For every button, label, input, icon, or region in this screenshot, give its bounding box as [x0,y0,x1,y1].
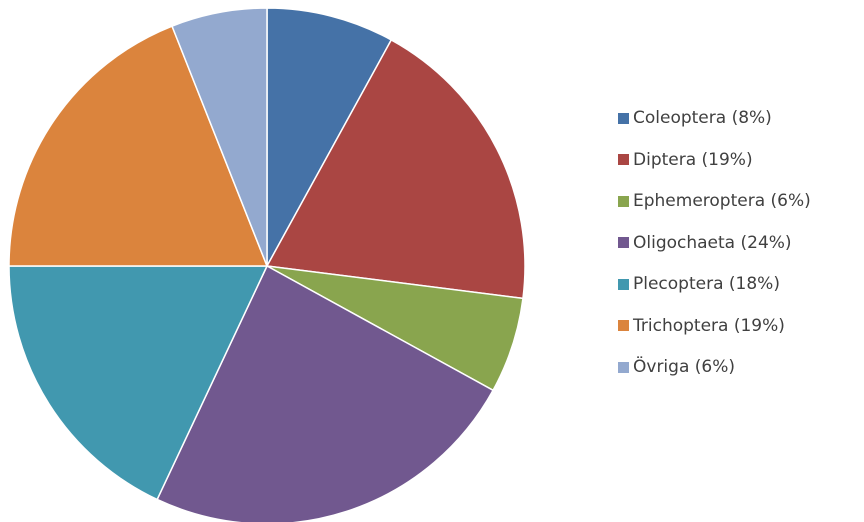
pie-slice-0 [266,7,393,267]
legend-item: Coleoptera (8%) [618,108,811,128]
pie-slice-4 [8,265,268,501]
legend-item: Oligochaeta (24%) [618,233,811,253]
pie-slices [8,7,526,522]
pie-slice-5 [8,25,268,267]
legend-label: Trichoptera (19%) [633,315,785,336]
legend-swatch [618,112,629,124]
legend-swatch [618,195,629,207]
legend-item: Övriga (6%) [618,357,811,377]
pie-slice-3 [156,265,494,522]
legend-label: Coleoptera (8%) [633,108,772,128]
legend-item: Plecoptera (18%) [618,274,811,294]
pie-slice-1 [266,39,526,300]
legend-swatch [618,361,629,373]
legend-swatch [618,237,629,248]
legend-label: Plecoptera (18%) [633,274,780,294]
legend-swatch [618,278,629,290]
legend-swatch [618,320,629,331]
legend-label: Övriga (6%) [633,357,735,377]
legend-label: Diptera (19%) [633,149,753,170]
legend-item: Ephemeroptera (6%) [618,191,811,211]
legend-item: Diptera (19%) [618,150,811,170]
legend-label: Oligochaeta (24%) [633,232,792,253]
legend-label: Ephemeroptera (6%) [633,191,811,211]
legend-swatch [618,154,629,165]
legend: Coleoptera (8%) Diptera (19%) Ephemeropter… [618,108,811,399]
legend-item: Trichoptera (19%) [618,316,811,336]
pie-slice-6 [171,7,268,267]
